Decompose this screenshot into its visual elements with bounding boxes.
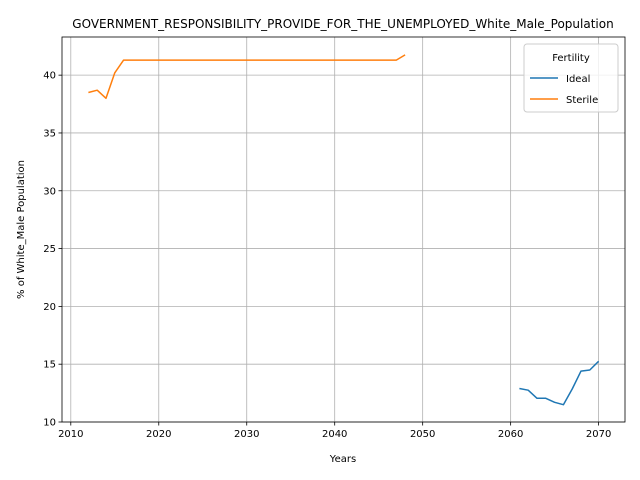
y-tick-label: 25 [43,244,56,255]
legend-label-sterile: Sterile [566,95,598,106]
series-lines [88,55,598,405]
x-tick-label: 2050 [410,429,435,440]
series-line-ideal [519,361,598,404]
x-tick-label: 2060 [498,429,523,440]
axis-ticks: 2010 2020 2030 2040 2050 2060 2070 10 15 20 25 30 35… [43,71,611,440]
y-tick-label: 40 [43,71,56,82]
y-tick-label: 15 [43,360,56,371]
x-tick-label: 2030 [234,429,259,440]
y-axis-label: % of White_Male Population [16,160,27,299]
legend-title: Fertility [552,53,590,64]
x-tick-label: 2020 [146,429,171,440]
y-tick-label: 10 [43,418,56,429]
x-tick-label: 2040 [322,429,347,440]
legend: Fertility Ideal Sterile [524,44,618,112]
y-tick-label: 35 [43,128,56,139]
chart-title: GOVERNMENT_RESPONSIBILITY_PROVIDE_FOR_TH… [72,17,613,31]
legend-label-ideal: Ideal [566,74,590,85]
x-axis-label: Years [329,454,356,465]
x-tick-label: 2070 [586,429,611,440]
x-tick-label: 2010 [58,429,83,440]
y-tick-label: 30 [43,186,56,197]
y-tick-label: 20 [43,302,56,313]
